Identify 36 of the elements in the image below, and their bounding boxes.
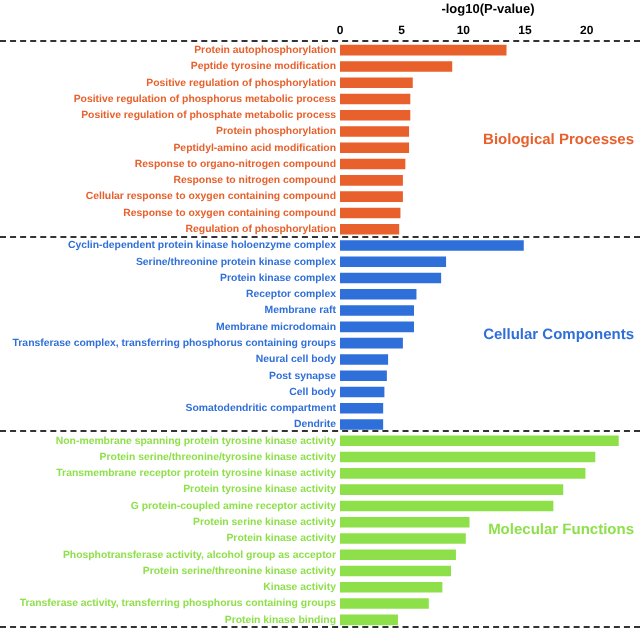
bar	[340, 598, 429, 609]
bar	[340, 370, 387, 381]
bar	[340, 614, 398, 626]
bar	[340, 77, 413, 88]
bar	[340, 305, 414, 316]
bar	[340, 402, 384, 414]
bar	[340, 256, 447, 268]
bar	[340, 126, 410, 137]
bar	[340, 207, 401, 219]
bar	[340, 223, 400, 235]
bar	[340, 386, 385, 398]
bar	[340, 337, 403, 349]
bar	[340, 272, 442, 284]
bar	[340, 582, 443, 593]
bar	[340, 191, 403, 202]
bar	[340, 451, 596, 463]
bar	[340, 93, 411, 105]
bar	[340, 109, 411, 121]
bar	[340, 565, 451, 577]
bar	[340, 516, 470, 528]
bar	[340, 142, 410, 154]
bar	[340, 354, 389, 365]
bar	[340, 44, 507, 56]
bar	[340, 158, 406, 170]
bar	[340, 500, 554, 512]
bar	[340, 435, 619, 447]
bar	[340, 321, 414, 333]
bar	[340, 240, 524, 251]
bar	[340, 468, 586, 479]
bar	[340, 289, 417, 300]
bar	[340, 419, 384, 430]
bar	[340, 533, 466, 544]
bar	[340, 61, 453, 72]
bar	[340, 549, 456, 561]
bar	[340, 175, 403, 186]
bar	[340, 484, 564, 495]
